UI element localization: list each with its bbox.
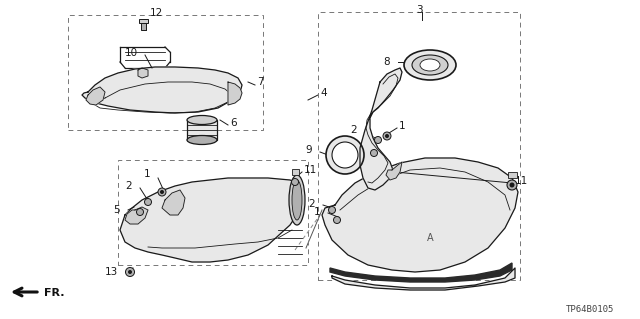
Bar [141, 22, 146, 30]
Polygon shape [322, 158, 518, 272]
Circle shape [145, 198, 152, 205]
Bar [118, 160, 308, 265]
Polygon shape [120, 178, 304, 262]
Ellipse shape [292, 180, 302, 220]
Circle shape [509, 182, 515, 188]
Ellipse shape [420, 59, 440, 71]
Text: 7: 7 [257, 77, 264, 87]
Polygon shape [228, 82, 242, 105]
Text: 12: 12 [150, 8, 163, 18]
Circle shape [333, 217, 340, 224]
Polygon shape [125, 207, 148, 224]
Polygon shape [386, 162, 402, 180]
Circle shape [291, 179, 298, 186]
Circle shape [128, 270, 132, 274]
Circle shape [136, 209, 143, 216]
Text: 2: 2 [308, 199, 315, 209]
Polygon shape [332, 268, 515, 290]
Bar [139, 19, 148, 23]
Bar [187, 120, 217, 140]
Text: 4: 4 [320, 88, 326, 98]
Circle shape [507, 180, 517, 190]
Circle shape [371, 150, 378, 157]
Text: FR.: FR. [44, 288, 65, 298]
Bar [508, 172, 517, 178]
Text: 1: 1 [314, 207, 320, 217]
Circle shape [328, 206, 335, 213]
Bar [68, 15, 263, 130]
Circle shape [125, 268, 134, 277]
Polygon shape [330, 263, 512, 282]
Circle shape [374, 137, 381, 144]
Circle shape [385, 134, 389, 138]
Ellipse shape [289, 175, 305, 225]
Polygon shape [360, 68, 402, 190]
Text: 1: 1 [399, 121, 406, 131]
Text: A: A [427, 233, 433, 243]
Bar [292, 169, 299, 175]
Ellipse shape [326, 136, 364, 174]
Circle shape [158, 188, 166, 196]
Polygon shape [86, 87, 105, 105]
Text: 10: 10 [125, 48, 138, 58]
Ellipse shape [187, 136, 217, 145]
Text: 11: 11 [304, 165, 317, 175]
Text: 2: 2 [350, 140, 357, 150]
Text: 2: 2 [125, 181, 132, 191]
Text: 5: 5 [113, 205, 120, 215]
Text: 13: 13 [105, 267, 118, 277]
Polygon shape [82, 67, 242, 113]
Circle shape [160, 190, 164, 194]
Ellipse shape [187, 115, 217, 124]
Text: 9: 9 [305, 145, 312, 155]
Polygon shape [138, 68, 148, 78]
Text: 1: 1 [143, 169, 150, 179]
Text: 11: 11 [515, 176, 528, 186]
Text: 6: 6 [230, 118, 237, 128]
Ellipse shape [404, 50, 456, 80]
Text: TP64B0105: TP64B0105 [566, 306, 614, 315]
Text: 3: 3 [416, 5, 422, 15]
Text: 2: 2 [350, 125, 357, 135]
Polygon shape [162, 190, 185, 215]
Text: 8: 8 [383, 57, 390, 67]
Circle shape [383, 132, 391, 140]
Bar [318, 12, 520, 280]
Ellipse shape [332, 142, 358, 168]
Ellipse shape [412, 55, 448, 75]
